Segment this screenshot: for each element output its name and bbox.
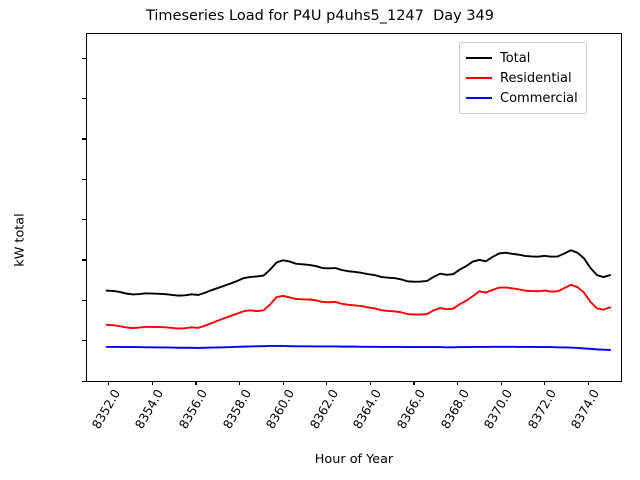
x-tick-mark (195, 381, 197, 385)
x-tick-label: 8366.0 (394, 387, 429, 432)
series-line-total (105, 249, 612, 297)
y-tick-mark (82, 219, 86, 221)
y-tick-mark (82, 259, 86, 261)
series-lines (105, 249, 612, 351)
y-tick-mark (82, 57, 86, 59)
y-tick-mark (82, 98, 86, 100)
series-line-residential (105, 283, 612, 330)
y-tick-mark (82, 138, 86, 140)
x-axis-label: Hour of Year (314, 452, 394, 467)
x-tick-mark (587, 381, 589, 385)
x-tick-label: 8356.0 (176, 387, 211, 432)
x-tick-label: 8372.0 (525, 387, 559, 432)
x-tick-mark (151, 381, 153, 385)
x-tick-label: 8358.0 (220, 387, 254, 432)
x-tick-mark (282, 381, 284, 385)
y-tick-mark (82, 299, 86, 301)
x-tick-mark (369, 381, 371, 385)
y-tick-mark (82, 380, 86, 382)
x-tick-label: 8374.0 (568, 387, 603, 432)
x-tick-mark (457, 381, 459, 385)
legend-swatch-commercial-icon (466, 97, 492, 99)
x-tick-label: 8354.0 (132, 387, 167, 432)
x-tick-label: 8362.0 (307, 387, 341, 432)
x-tick-mark (239, 381, 241, 385)
x-tick-label: 8370.0 (481, 387, 516, 432)
x-tick-label: 8352.0 (89, 387, 123, 432)
y-tick-mark (82, 340, 86, 342)
legend-swatch-total-icon (466, 57, 492, 59)
x-tick-mark (413, 381, 415, 385)
legend-item-total[interactable]: Total (466, 48, 578, 68)
legend-item-residential[interactable]: Residential (466, 68, 578, 88)
x-tick-mark (500, 381, 502, 385)
x-tick-label: 8368.0 (438, 387, 472, 432)
chart-legend: Total Residential Commercial (459, 42, 587, 114)
legend-item-commercial[interactable]: Commercial (466, 88, 578, 108)
x-tick-label: 8364.0 (350, 387, 385, 432)
series-line-commercial (105, 345, 612, 351)
x-tick-mark (544, 381, 546, 385)
x-tick-label: 8360.0 (263, 387, 298, 432)
legend-swatch-residential-icon (466, 77, 492, 79)
x-tick-mark (326, 381, 328, 385)
chart-title: Timeseries Load for P4U p4uhs5_1247 Day … (145, 8, 495, 24)
legend-label: Commercial (500, 90, 578, 106)
legend-label: Total (500, 50, 531, 66)
x-tick-mark (108, 381, 110, 385)
y-tick-mark (82, 178, 86, 180)
legend-label: Residential (500, 70, 572, 86)
y-axis-label: kW total (12, 213, 28, 267)
